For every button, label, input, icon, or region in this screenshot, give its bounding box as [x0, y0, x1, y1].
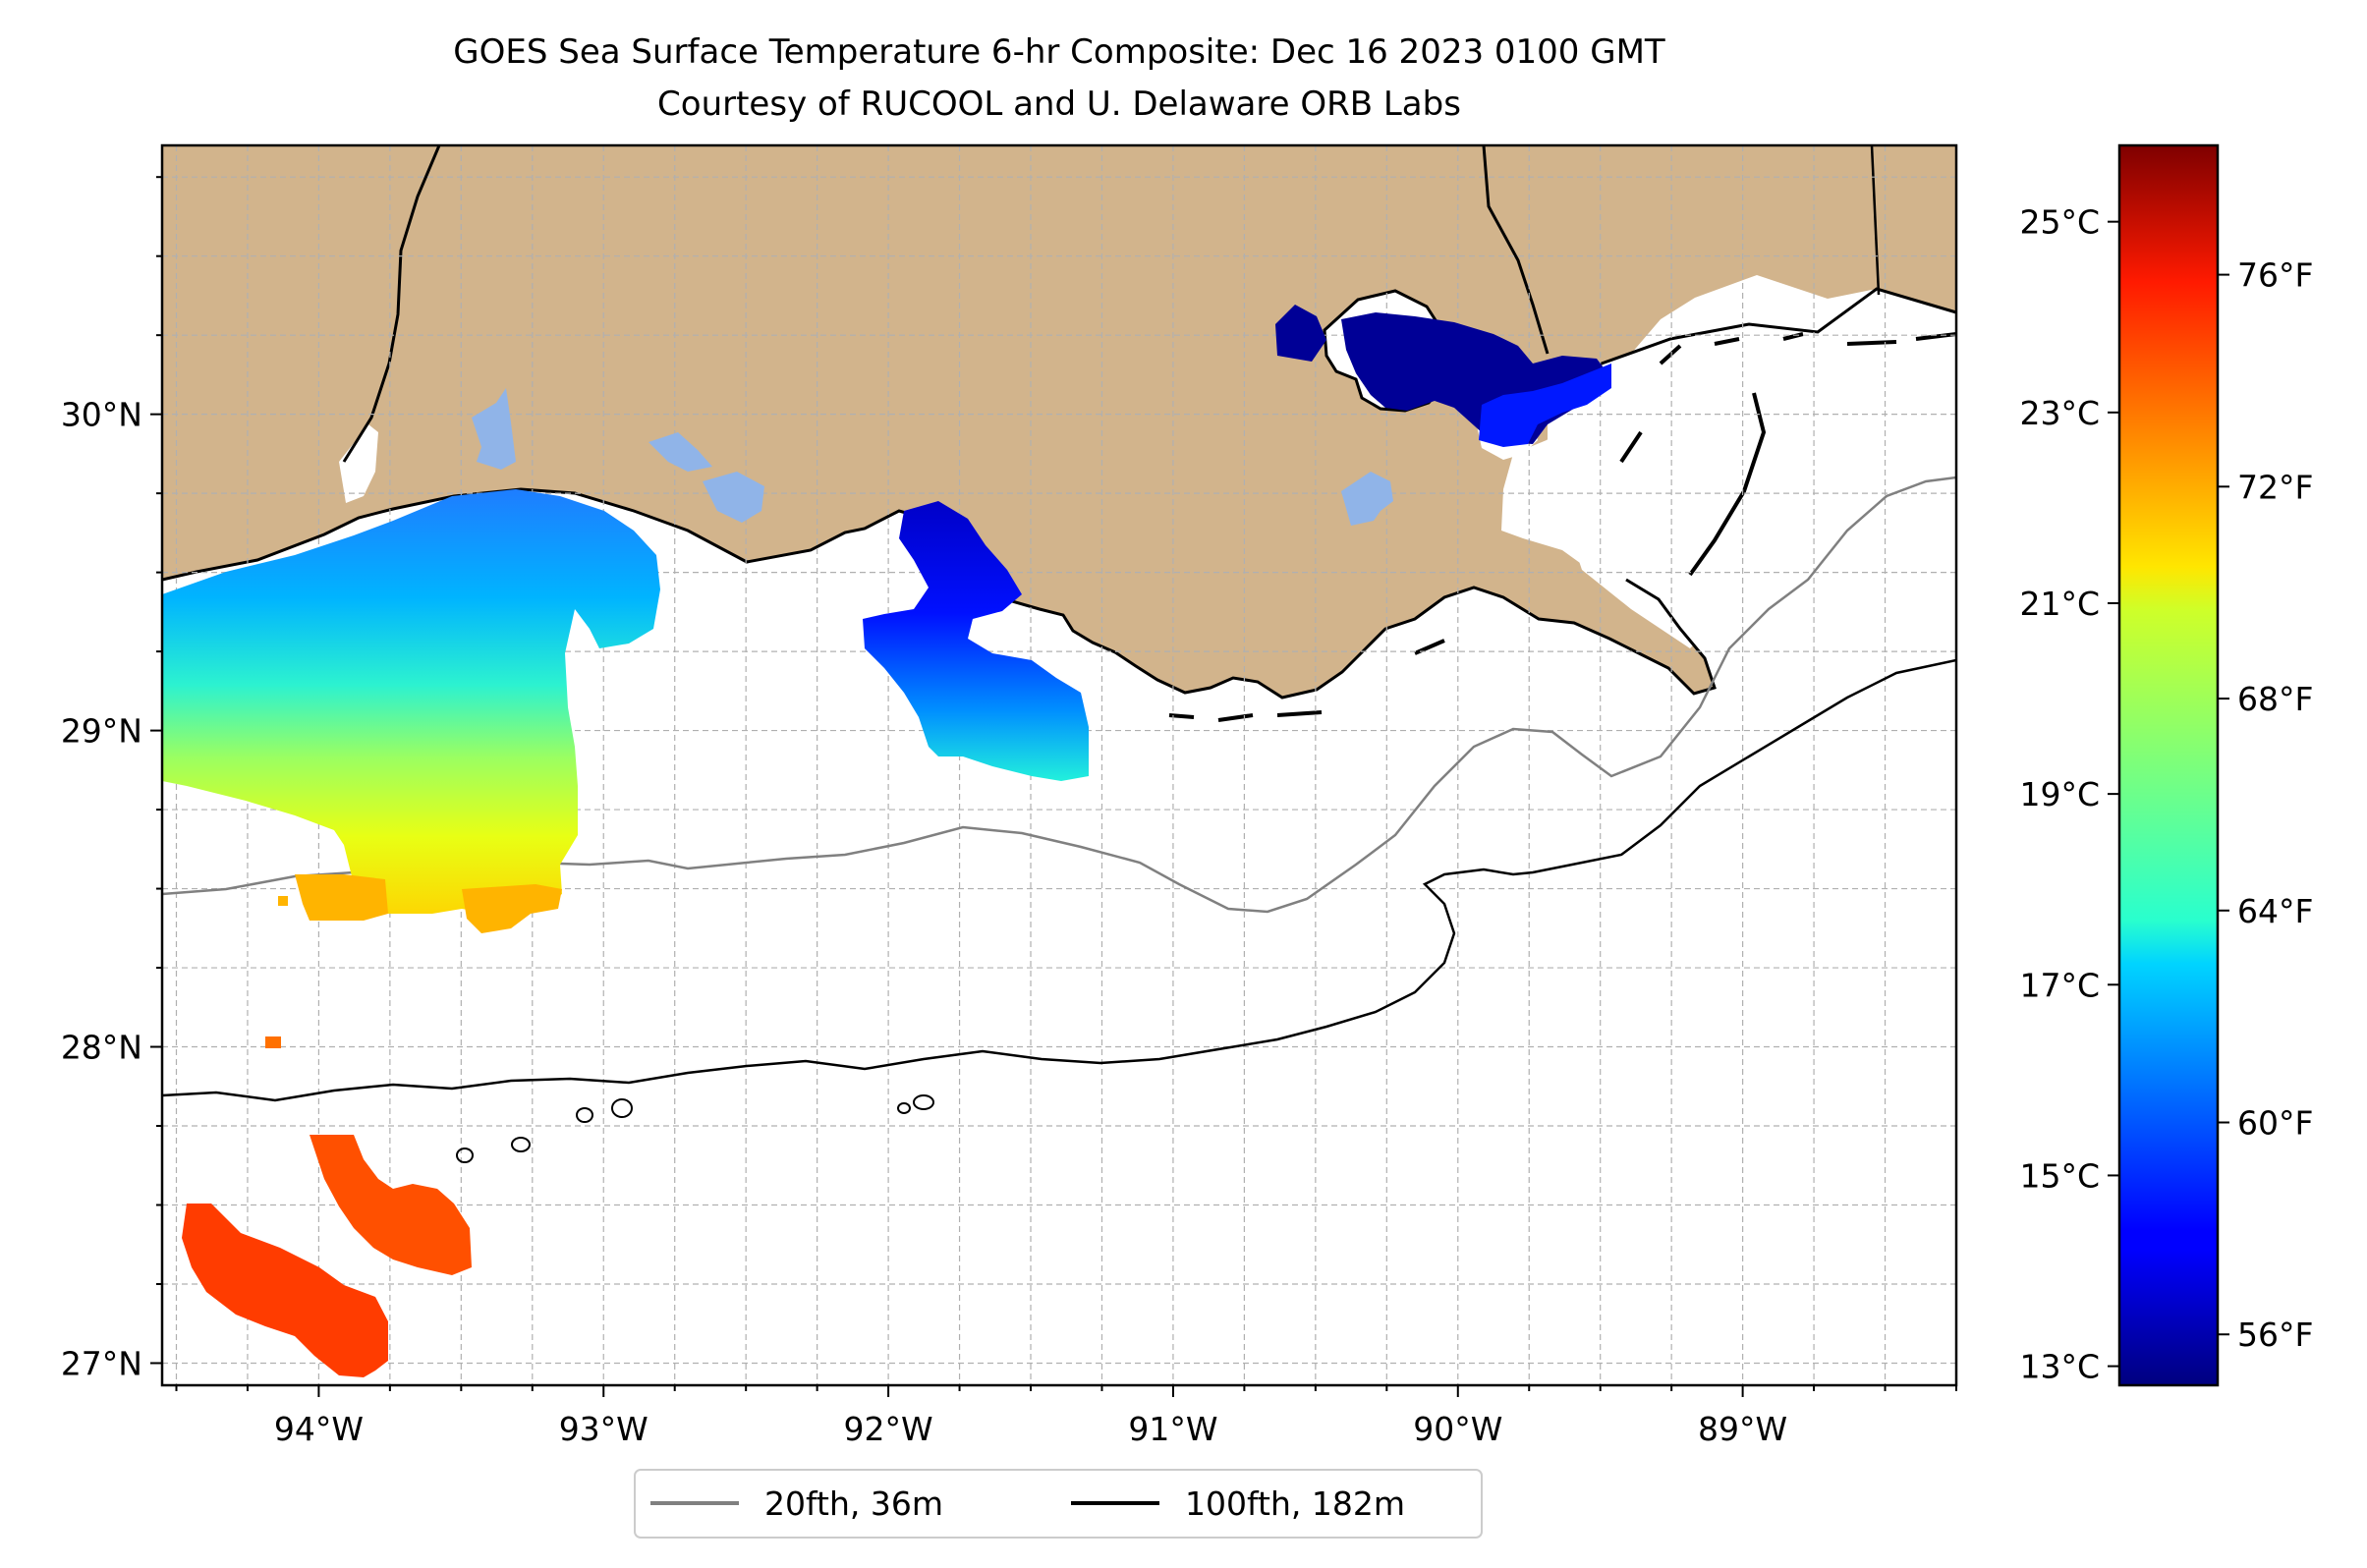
lat-tick-label: 30°N [61, 396, 142, 434]
legend-label-20fth: 20fth, 36m [764, 1484, 943, 1523]
sst-patch-southwest-a [182, 1204, 388, 1377]
lat-tick-label: 29°N [61, 712, 142, 751]
map-panel: 94°W 93°W 92°W 91°W 90°W 89°W 27°N 28°N 29°N 30°N [61, 143, 1958, 1448]
coastline [162, 487, 1717, 700]
lat-tick-label: 28°N [61, 1029, 142, 1067]
lat-tick-label: 27°N [61, 1344, 142, 1382]
pearl-river [1482, 145, 1550, 355]
celsius-tick-label: 23°C [2019, 394, 2100, 432]
legend-label-100fth: 100fth, 182m [1185, 1484, 1405, 1523]
fahrenheit-tick-label: 76°F [2237, 256, 2313, 295]
map-frame [160, 143, 1958, 1387]
lon-tick-label: 94°W [274, 1410, 364, 1448]
sst-patch-western-shelf-south [295, 874, 388, 921]
celsius-tick-label: 13°C [2019, 1348, 2100, 1386]
barrier-islands [1168, 332, 1956, 722]
fahrenheit-tick-label: 68°F [2237, 680, 2313, 718]
lon-tick-label: 90°W [1413, 1410, 1502, 1448]
celsius-tick-label: 17°C [2019, 966, 2100, 1004]
lon-tick-label: 93°W [559, 1410, 648, 1448]
map-title-line2: Courtesy of RUCOOL and U. Delaware ORB L… [657, 84, 1461, 124]
celsius-tick-label: 15°C [2019, 1156, 2100, 1195]
sst-patch-speck [265, 1036, 281, 1048]
sst-patch-western-shelf-south-b [462, 884, 562, 933]
fahrenheit-tick-label: 72°F [2237, 468, 2313, 506]
lon-tick-label: 89°W [1698, 1410, 1787, 1448]
temperature-colorbar: 13°C 15°C 17°C 19°C 21°C 23°C 25°C 56°F 60°F 64°F… [2019, 143, 2313, 1387]
lon-tick-label: 92°W [844, 1410, 933, 1448]
sst-patch-atchafalaya-plume [863, 501, 1089, 781]
celsius-tick-label: 21°C [2019, 585, 2100, 623]
fahrenheit-tick-label: 64°F [2237, 892, 2313, 930]
state-line [1870, 145, 1881, 296]
fahrenheit-tick-label: 60°F [2237, 1103, 2313, 1142]
celsius-tick-label: 19°C [2019, 775, 2100, 813]
sst-patch-borgne [1479, 364, 1611, 447]
isobath-100fth [162, 658, 1956, 1102]
isobath-legend: 20fth, 36m 100fth, 182m [634, 1469, 1483, 1539]
legend-box [634, 1469, 1483, 1539]
sst-patches [162, 305, 1611, 1377]
sst-patch-western-shelf [162, 489, 660, 924]
texas-river [342, 145, 441, 463]
mississippi-coast [1547, 287, 1956, 395]
map-title-line1: GOES Sea Surface Temperature 6-hr Compos… [453, 32, 1665, 72]
celsius-tick-label: 25°C [2019, 203, 2100, 242]
sst-patch-speck-2 [278, 896, 288, 906]
colorbar-gradient [2117, 143, 2220, 1387]
lon-tick-label: 91°W [1128, 1410, 1217, 1448]
colorbar-ticks: 13°C 15°C 17°C 19°C 21°C 23°C 25°C 56°F 60°F 64°F… [2019, 203, 2313, 1386]
mississippi-sound [1548, 324, 1956, 648]
land-louisiana [162, 145, 1956, 698]
isobath-100fth-shoals [456, 1094, 934, 1163]
calcasieu-lake [339, 424, 378, 503]
axis-ticks [150, 176, 1957, 1397]
axis-labels: 94°W 93°W 92°W 91°W 90°W 89°W 27°N 28°N 29°N 30°N [61, 396, 1787, 1448]
fahrenheit-tick-label: 56°F [2237, 1316, 2313, 1354]
sst-patch-southwest-b [310, 1135, 472, 1275]
